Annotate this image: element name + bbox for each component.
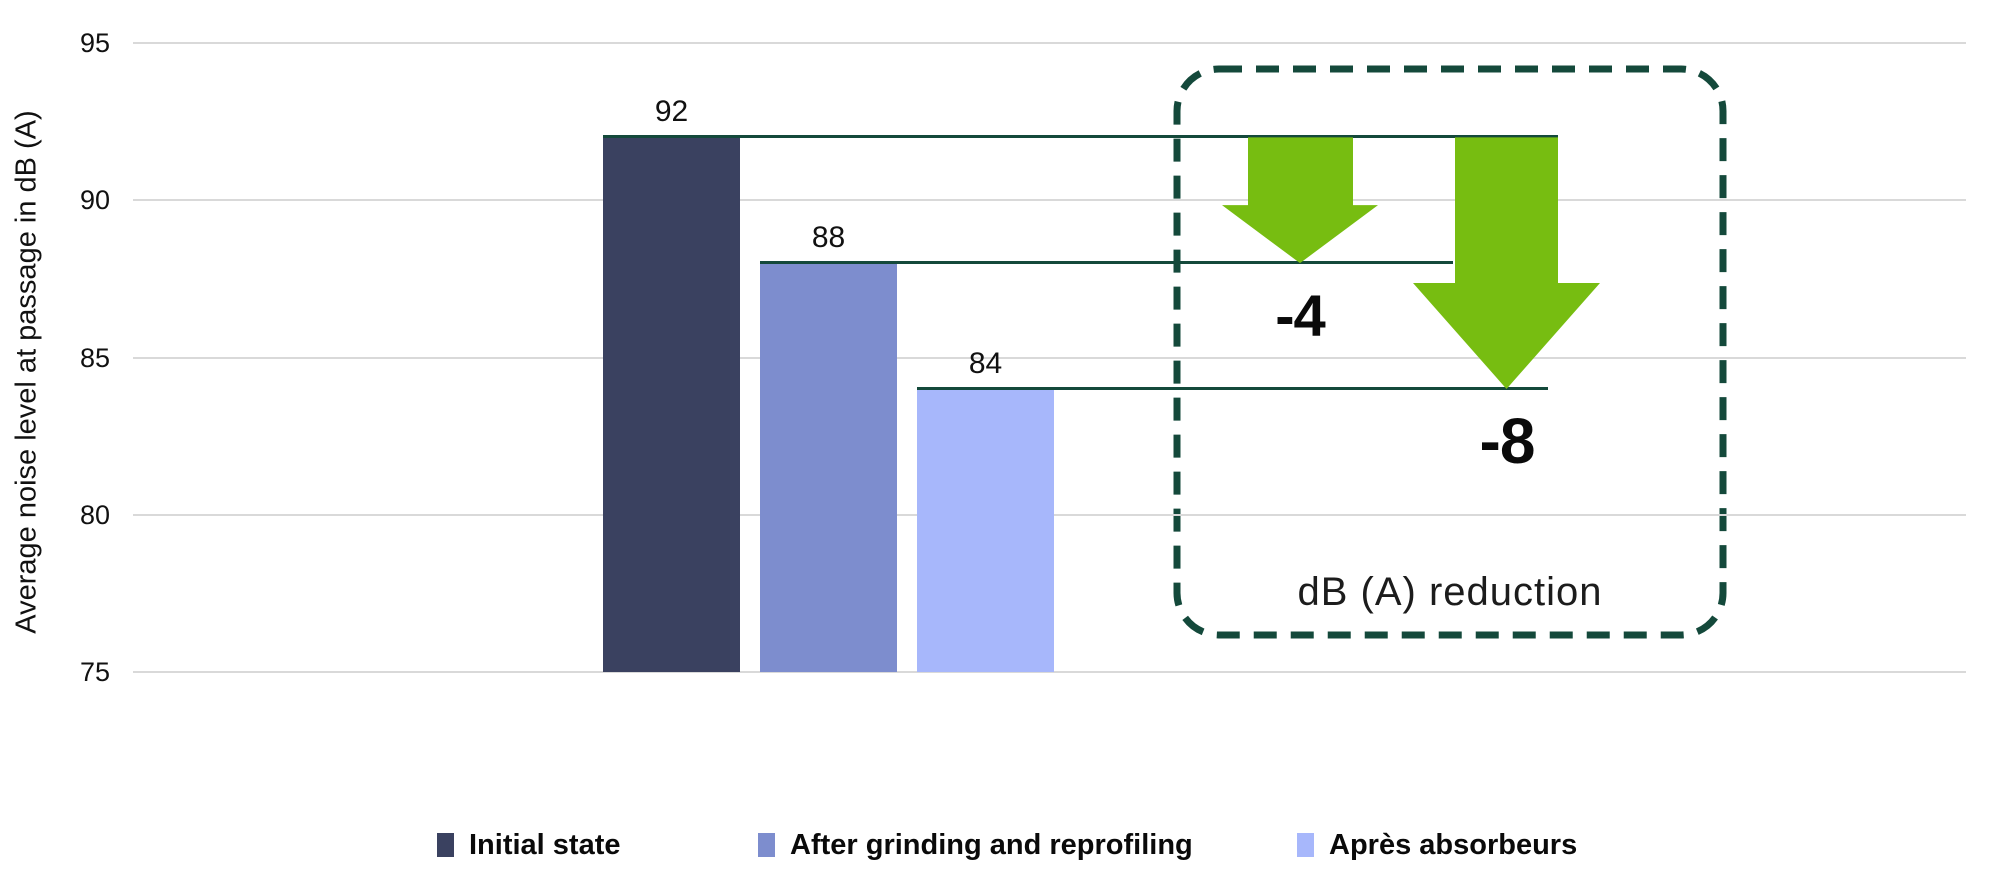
- legend-label: Initial state: [469, 828, 621, 861]
- reduction-box-label: dB (A) reduction: [1297, 570, 1603, 614]
- bar-apr-s-absorbeurs: [917, 388, 1054, 672]
- connector-line: [760, 261, 1453, 265]
- legend-item: After grinding and reprofiling: [758, 828, 1193, 861]
- connector-line: [917, 386, 1548, 390]
- y-tick-label: 75: [79, 657, 110, 687]
- y-tick-label: 90: [79, 185, 110, 216]
- bar-value-label: 88: [811, 221, 846, 255]
- legend-item: Après absorbeurs: [1297, 828, 1578, 861]
- y-tick-label: 95: [79, 28, 110, 58]
- legend-label: After grinding and reprofiling: [790, 828, 1193, 861]
- y-tick-label: 80: [79, 499, 110, 530]
- bar-value-label: 92: [654, 95, 689, 129]
- legend-label: Après absorbeurs: [1329, 828, 1578, 861]
- gridline: [133, 671, 1966, 673]
- gridline: [133, 199, 1966, 202]
- reduction-value-label: -4: [1275, 283, 1326, 349]
- legend-swatch: [758, 833, 775, 857]
- legend-swatch: [437, 833, 454, 857]
- bar-value-label: 84: [968, 346, 1003, 380]
- legend-swatch: [1297, 833, 1314, 857]
- gridline: [133, 356, 1966, 359]
- legend-item: Initial state: [437, 828, 621, 861]
- gridline: [133, 42, 1966, 44]
- bar-after-grinding-and-reprofiling: [760, 263, 897, 672]
- y-tick-label: 85: [79, 342, 110, 373]
- bar-initial-state: [603, 137, 740, 672]
- connector-line: [603, 135, 1558, 139]
- reduction-value-label: -8: [1479, 405, 1536, 477]
